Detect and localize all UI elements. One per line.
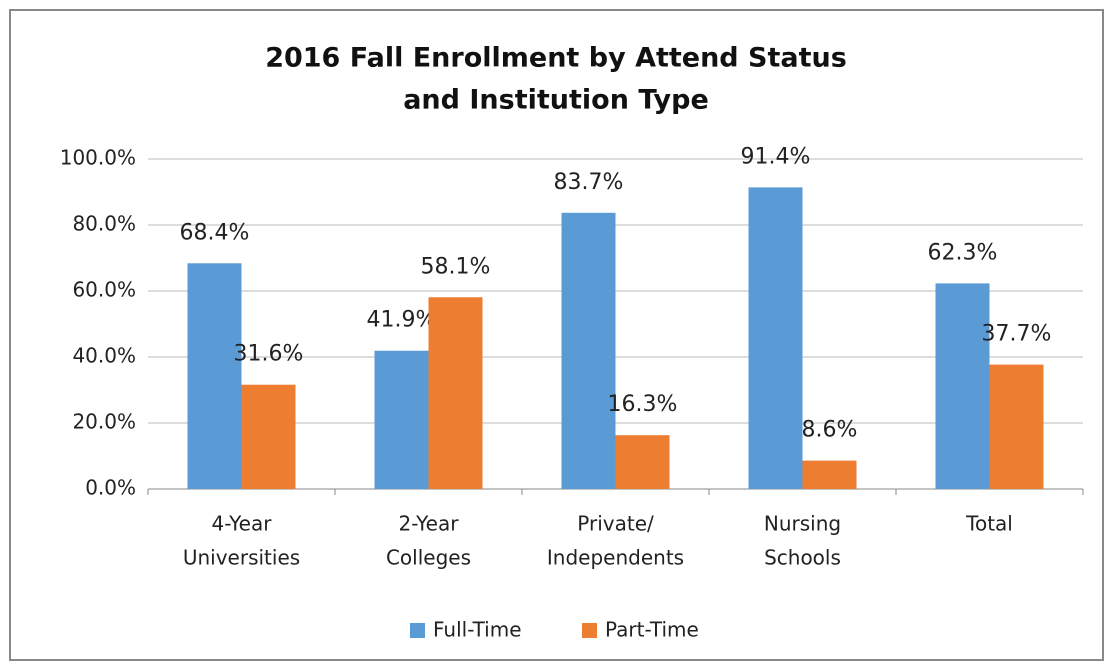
bar	[428, 297, 483, 489]
x-tick-label: 2-Year	[399, 512, 460, 536]
x-tick-label: Total	[965, 512, 1013, 536]
chart-title: 2016 Fall Enrollment by Attend Status	[265, 43, 847, 74]
data-label: 68.4%	[180, 220, 250, 245]
legend-label: Part-Time	[605, 618, 699, 642]
y-tick-label: 0.0%	[85, 476, 136, 500]
data-label: 62.3%	[928, 240, 998, 265]
bar	[374, 350, 429, 489]
y-tick-label: 100.0%	[60, 146, 136, 170]
y-tick-label: 20.0%	[72, 410, 136, 434]
bar	[935, 283, 990, 489]
x-tick-label: Nursing	[764, 512, 841, 536]
bar	[802, 460, 857, 489]
data-label: 83.7%	[554, 170, 624, 195]
data-label: 31.6%	[234, 342, 304, 367]
x-tick-label: Private/	[577, 512, 654, 536]
data-label: 37.7%	[982, 322, 1052, 347]
x-tick-label: Independents	[547, 546, 684, 570]
x-tick-label: Schools	[764, 546, 841, 570]
data-label: 91.4%	[741, 144, 811, 169]
data-label: 16.3%	[608, 392, 678, 417]
bar	[989, 364, 1044, 489]
x-tick-label: 4-Year	[212, 512, 273, 536]
data-label: 58.1%	[421, 254, 491, 279]
y-tick-label: 80.0%	[72, 212, 136, 236]
bar	[561, 212, 616, 490]
bar	[748, 187, 803, 489]
data-label: 8.6%	[802, 418, 858, 443]
bar	[615, 435, 670, 489]
x-tick-label: Colleges	[386, 546, 471, 570]
y-tick-label: 60.0%	[72, 278, 136, 302]
bar	[187, 263, 242, 489]
legend-swatch	[582, 623, 597, 638]
legend-label: Full-Time	[433, 618, 522, 642]
data-label: 41.9%	[367, 308, 437, 333]
x-tick-label: Universities	[183, 546, 300, 570]
chart-title: and Institution Type	[403, 85, 709, 116]
y-tick-label: 40.0%	[72, 344, 136, 368]
legend-swatch	[410, 623, 425, 638]
bar	[241, 384, 296, 489]
